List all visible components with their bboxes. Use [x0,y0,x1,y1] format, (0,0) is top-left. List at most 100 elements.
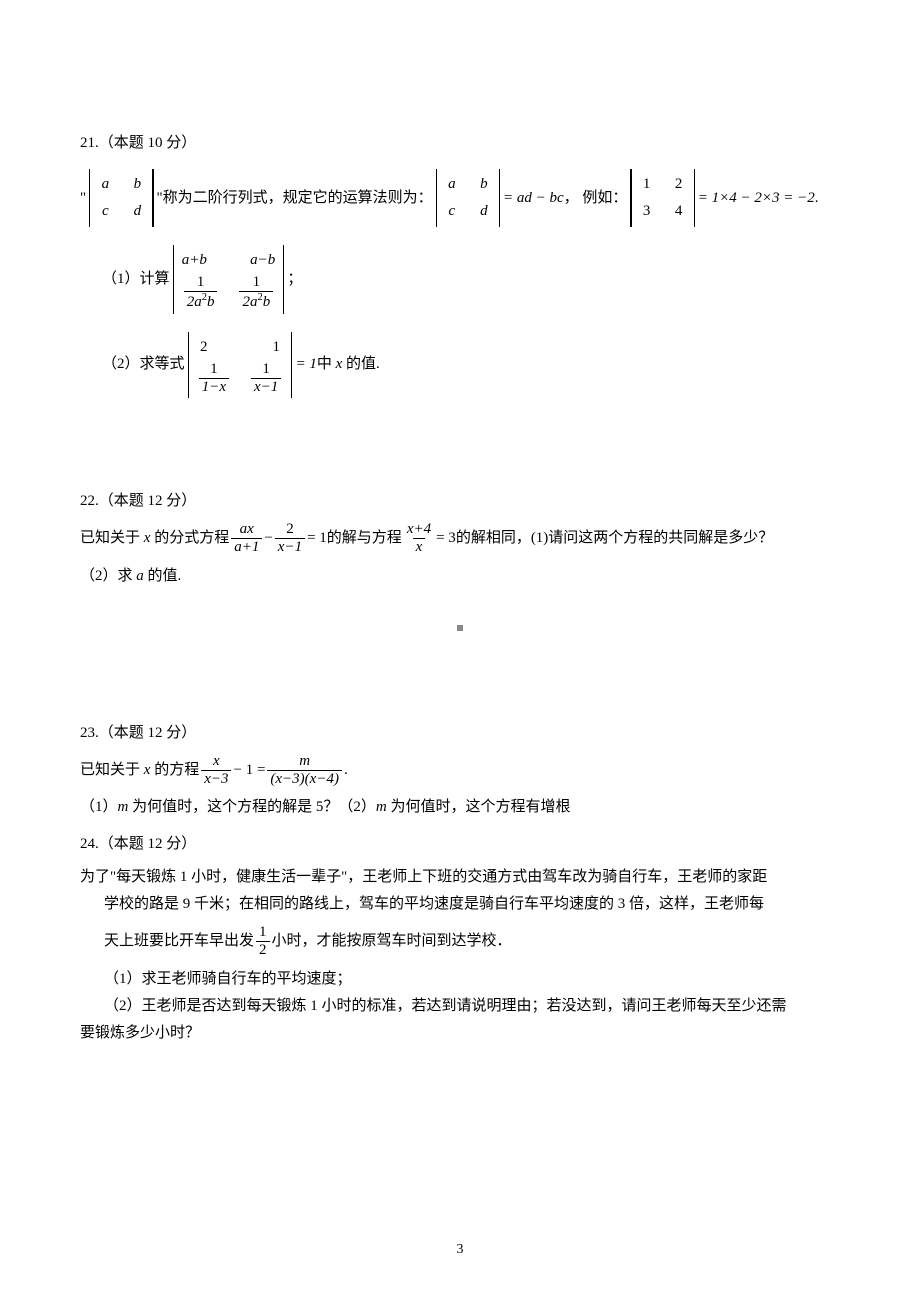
numerator: ax [237,521,257,538]
problem-21-sub2: （2）求等式 2 1 1 1−x 1 [102,332,840,399]
numerator: x [210,753,223,770]
problem-24-line5: （2）王老师是否达到每天锻炼 1 小时的标准，若达到请说明理由；若没达到，请问王… [104,993,840,1020]
numerator: m [296,753,313,770]
det-cell: 1 2a2b [182,274,220,312]
det-content: a b c d [437,169,499,227]
det-content: a+b a−b 1 2a2b 1 2a2b [174,245,284,314]
numerator: 1 [207,361,221,378]
fraction: 1 x−1 [251,361,281,397]
det-cell: 2 [197,334,211,361]
numerator: 1 [259,361,273,378]
problem-24-line3: 天上班要比开车早出发 1 2 小时，才能按原驾车时间到达学校． [104,924,840,960]
det-cell: b [130,171,144,198]
text: ； [287,266,302,293]
numerator: x+4 [404,521,434,538]
fraction: 2 x−1 [275,521,305,557]
problem-23-header: 23.（本题 12 分） [80,720,840,747]
det-cell: c [98,198,112,225]
determinant: 2 1 1 1−x 1 x−1 [188,332,293,399]
denominator: 2 [256,941,270,959]
denominator: 2a2b [184,291,218,311]
det-cell: a [98,171,112,198]
denominator: x−1 [251,378,281,396]
problem-22-line2: （2）求 a 的值. [80,563,840,590]
det-row: c d [445,198,491,225]
det-cell: b [477,171,491,198]
problem-24-line6: 要锻炼多少小时？ [80,1020,840,1047]
page-number: 3 [0,1237,920,1262]
problem-22-header: 22.（本题 12 分） [80,488,840,515]
equation: = ad − bc [503,185,564,212]
det-row: a b [445,171,491,198]
denominator: x [413,538,426,556]
det-cell: 1 1−x [197,361,231,397]
text: 已知关于 x 的分式方程 [80,525,229,552]
text: "称为二阶行列式，规定它的运算法则为： [157,185,433,212]
det-bar-right [283,245,284,314]
problem-23: 23.（本题 12 分） 已知关于 x 的方程 x x−3 − 1 = m (x… [80,720,840,822]
fraction: 1 1−x [199,361,229,397]
numerator: 1 [194,274,208,291]
det-cell: 1 [640,171,654,198]
problem-24-line2: 学校的路是 9 千米；在相同的路线上，驾车的平均速度是骑自行车平均速度的 3 倍… [104,891,840,918]
det-content: 2 1 1 1−x 1 x−1 [189,332,292,399]
problem-21-header: 21.（本题 10 分） [80,130,840,157]
problem-24-line1: 为了"每天锻炼 1 小时，健康生活一辈子"，王老师上下班的交通方式由驾车改为骑自… [80,864,840,891]
det-cell: a−b [250,247,275,274]
text: 的解相同，(1)请问这两个方程的共同解是多少？ [456,525,774,552]
equation: = 1×4 − 2×3 = −2 [698,185,815,212]
equation: = 1 [295,351,316,378]
text: 天上班要比开车早出发 [104,928,254,955]
equation: = 3 [436,525,456,552]
text: 已知关于 x 的方程 [80,757,199,784]
denominator: a+1 [231,538,262,556]
det-row: 3 4 [640,198,686,225]
text: . [815,185,819,212]
fraction: 1 2 [256,924,270,960]
det-cell: 4 [672,198,686,225]
equation: = 1 [307,525,327,552]
determinant: 1 2 3 4 [630,169,694,227]
fraction: ax a+1 [231,521,262,557]
text: ， 例如： [564,185,628,212]
problem-21-sub1: （1）计算 a+b a−b 1 2a2b [102,245,840,314]
text: 小时，才能按原驾车时间到达学校． [272,928,512,955]
denominator: 1−x [199,378,229,396]
decorative-square-icon [457,625,463,631]
det-cell: d [477,198,491,225]
problem-21-intro: " a b c d "称为二阶行列式，规定它的运算法则为： a b [80,169,840,227]
determinant: a b c d [436,169,500,227]
det-content: a b c d [90,169,152,227]
problem-21: 21.（本题 10 分） " a b c d "称为二阶行列式，规定它的运算法则… [80,130,840,398]
fraction: 1 2a2b [239,274,273,312]
problem-22-line1: 已知关于 x 的分式方程 ax a+1 − 2 x−1 = 1 的解与方程 x+… [80,521,840,557]
fraction: m (x−3)(x−4) [267,753,342,789]
det-cell: 3 [640,198,654,225]
text: − 1 = [233,757,265,784]
problem-23-line2: （1）m 为何值时，这个方程的解是 5？（2）m 为何值时，这个方程有增根 [80,794,840,821]
text: 中 x 的值. [317,351,380,378]
numerator: 1 [256,924,270,941]
fraction: 1 2a2b [184,274,218,312]
denominator: x−1 [275,538,305,556]
problem-24-header: 24.（本题 12 分） [80,831,840,858]
sub-label: （2）求等式 [102,351,185,378]
det-row: 1 2 [640,171,686,198]
det-row: a+b a−b [182,247,276,274]
det-row: 1 2a2b 1 2a2b [182,274,276,312]
denominator: 2a2b [239,291,273,311]
problem-24: 24.（本题 12 分） 为了"每天锻炼 1 小时，健康生活一辈子"，王老师上下… [80,831,840,1047]
det-cell: 1 [269,334,283,361]
fraction: x x−3 [201,753,231,789]
denominator: x−3 [201,770,231,788]
det-row: a b [98,171,144,198]
problem-22: 22.（本题 12 分） 已知关于 x 的分式方程 ax a+1 − 2 x−1… [80,488,840,590]
det-content: 1 2 3 4 [632,169,694,227]
det-row: 2 1 [197,334,284,361]
det-row: c d [98,198,144,225]
minus: − [264,525,272,552]
det-cell: 1 x−1 [249,361,283,397]
problem-24-line4: （1）求王老师骑自行车的平均速度； [104,966,840,993]
denominator: (x−3)(x−4) [267,770,342,788]
determinant: a b c d [89,169,153,227]
